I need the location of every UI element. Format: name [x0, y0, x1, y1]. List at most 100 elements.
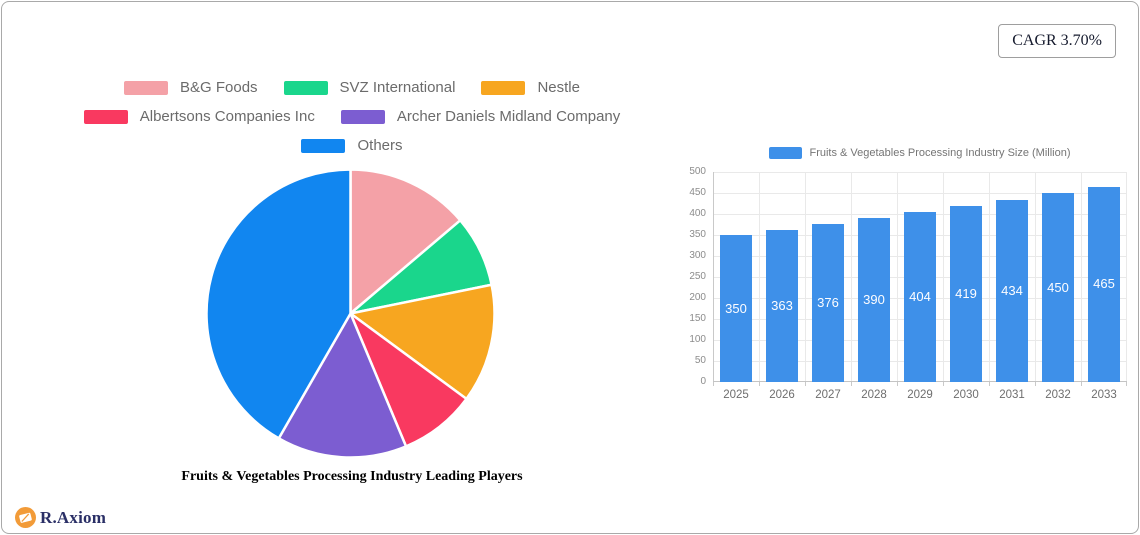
x-axis-tick: [805, 382, 806, 386]
pie-legend-row: Albertsons Companies Inc Archer Daniels M…: [2, 107, 702, 127]
bar-plot-area: 350 2025 363 2026 376 2027 390 2028 404 2029 419 20…: [713, 172, 1127, 401]
gridline-vertical: [759, 172, 760, 382]
pie-legend-item[interactable]: Nestle: [481, 78, 580, 98]
gridline-horizontal: [713, 192, 1127, 194]
pie-legend-label: Albertsons Companies Inc: [139, 108, 315, 125]
pie-chart: [205, 168, 496, 459]
x-axis-tick: [897, 382, 898, 386]
pie-legend-label: Others: [357, 137, 403, 154]
pie-legend: B&G Foods SVZ International Nestle Albertso…: [2, 78, 702, 156]
bar-value-label: 363: [771, 297, 793, 313]
bar-2028: [858, 218, 890, 382]
gridline-vertical: [989, 172, 990, 382]
bar-value-label: 350: [725, 300, 747, 316]
pie-legend-label: SVZ International: [339, 79, 456, 96]
pie-legend-swatch-icon: [283, 81, 328, 95]
pie-legend-item[interactable]: Archer Daniels Midland Company: [340, 107, 621, 127]
bar-legend-label: Fruits & Vegetables Processing Industry …: [809, 147, 1071, 159]
pie-legend-swatch-icon: [301, 139, 346, 153]
pie-slice: [277, 312, 408, 459]
x-axis-tick: [1035, 382, 1036, 386]
bar-2029: [904, 212, 936, 382]
bar-chart-panel: Fruits & Vegetables Processing Industry …: [680, 147, 1132, 409]
brand-logo: R.Axiom: [15, 507, 106, 528]
brand-name: R.Axiom: [40, 507, 107, 527]
bar-value-label: 404: [909, 289, 931, 305]
pie-legend-swatch-icon: [481, 81, 526, 95]
bar-value-label: 434: [1001, 282, 1023, 298]
bar-value-label: 450: [1047, 279, 1069, 295]
pie-legend-label: B&G Foods: [180, 79, 258, 96]
y-axis-tick-label: 150: [689, 313, 706, 324]
bar-value-label: 390: [863, 292, 885, 308]
pen-paper-logo-icon: [15, 507, 36, 528]
bar-2026: [766, 229, 798, 382]
bar-legend-item[interactable]: Fruits & Vegetables Processing Industry …: [713, 147, 1127, 159]
x-axis-category-label: 2032: [1045, 389, 1071, 401]
x-axis-tick: [1126, 382, 1127, 386]
pie-legend-row: Others: [2, 136, 702, 156]
x-axis-category-label: 2027: [815, 389, 841, 401]
bar-value-label: 376: [817, 295, 839, 311]
bar-2032: [1042, 193, 1074, 382]
bar-value-label: 465: [1093, 276, 1115, 292]
y-axis-tick-label: 50: [694, 355, 706, 366]
pie-legend-item[interactable]: Albertsons Companies Inc: [83, 107, 315, 127]
y-axis-tick-label: 350: [689, 229, 706, 240]
y-axis-tick-label: 400: [689, 208, 706, 219]
pie-legend-row: B&G Foods SVZ International Nestle: [2, 78, 702, 98]
pie-slice: [205, 168, 352, 440]
gridline-vertical: [851, 172, 852, 382]
gridline-horizontal: [713, 172, 1127, 173]
pie-chart-panel: B&G Foods SVZ International Nestle Albertso…: [2, 2, 702, 533]
y-axis-tick-label: 0: [700, 376, 706, 387]
bar-2027: [812, 224, 844, 382]
pie-legend-swatch-icon: [124, 81, 168, 95]
y-axis-tick-label: 250: [689, 271, 706, 282]
gridline-vertical: [1035, 172, 1036, 382]
y-axis-tick-label: 200: [689, 292, 706, 303]
y-axis-line: [713, 172, 714, 382]
x-axis-tick: [943, 382, 944, 386]
pie-slice: [349, 168, 462, 315]
pie-slice: [349, 283, 496, 401]
bar-2025: [720, 235, 752, 382]
pie-legend-item[interactable]: B&G Foods: [124, 78, 258, 98]
pie-legend-swatch-icon: [340, 110, 385, 124]
pie-legend-item[interactable]: SVZ International: [283, 78, 456, 98]
gridline-vertical: [1081, 172, 1082, 382]
gridline-vertical: [897, 172, 898, 382]
x-axis-tick: [1081, 382, 1082, 386]
gridline-vertical: [805, 172, 806, 382]
pie-chart-title: Fruits & Vegetables Processing Industry …: [181, 469, 523, 484]
y-axis-tick-label: 300: [689, 250, 706, 261]
x-axis-tick: [713, 382, 714, 386]
x-axis-category-label: 2029: [907, 389, 933, 401]
x-axis-category-label: 2031: [999, 389, 1025, 401]
pie-legend-item[interactable]: Others: [301, 136, 403, 156]
y-axis-tick-label: 450: [689, 187, 706, 198]
x-axis-category-label: 2028: [861, 389, 887, 401]
pie-legend-swatch-icon: [83, 110, 128, 124]
bar-2031: [996, 199, 1028, 382]
pie-legend-label: Archer Daniels Midland Company: [396, 108, 621, 125]
x-axis-tick: [759, 382, 760, 386]
x-axis-tick: [851, 382, 852, 386]
bar-2030: [950, 206, 982, 382]
bar-2033: [1088, 186, 1120, 382]
bar-value-label: 419: [955, 286, 977, 301]
x-axis-tick: [989, 382, 990, 386]
x-axis-category-label: 2025: [723, 389, 749, 401]
bar-legend-swatch-icon: [769, 147, 803, 159]
y-axis-tick-label: 500: [689, 166, 706, 177]
gridline-vertical: [1126, 172, 1127, 382]
pie-legend-label: Nestle: [537, 79, 580, 96]
x-axis-category-label: 2033: [1091, 389, 1117, 401]
cagr-badge: CAGR 3.70%: [998, 24, 1116, 58]
x-axis-category-label: 2030: [953, 389, 979, 401]
pie-svg: [205, 168, 496, 459]
y-axis-tick-label: 100: [689, 334, 706, 345]
gridline-vertical: [943, 172, 944, 382]
x-axis-category-label: 2026: [769, 389, 795, 401]
